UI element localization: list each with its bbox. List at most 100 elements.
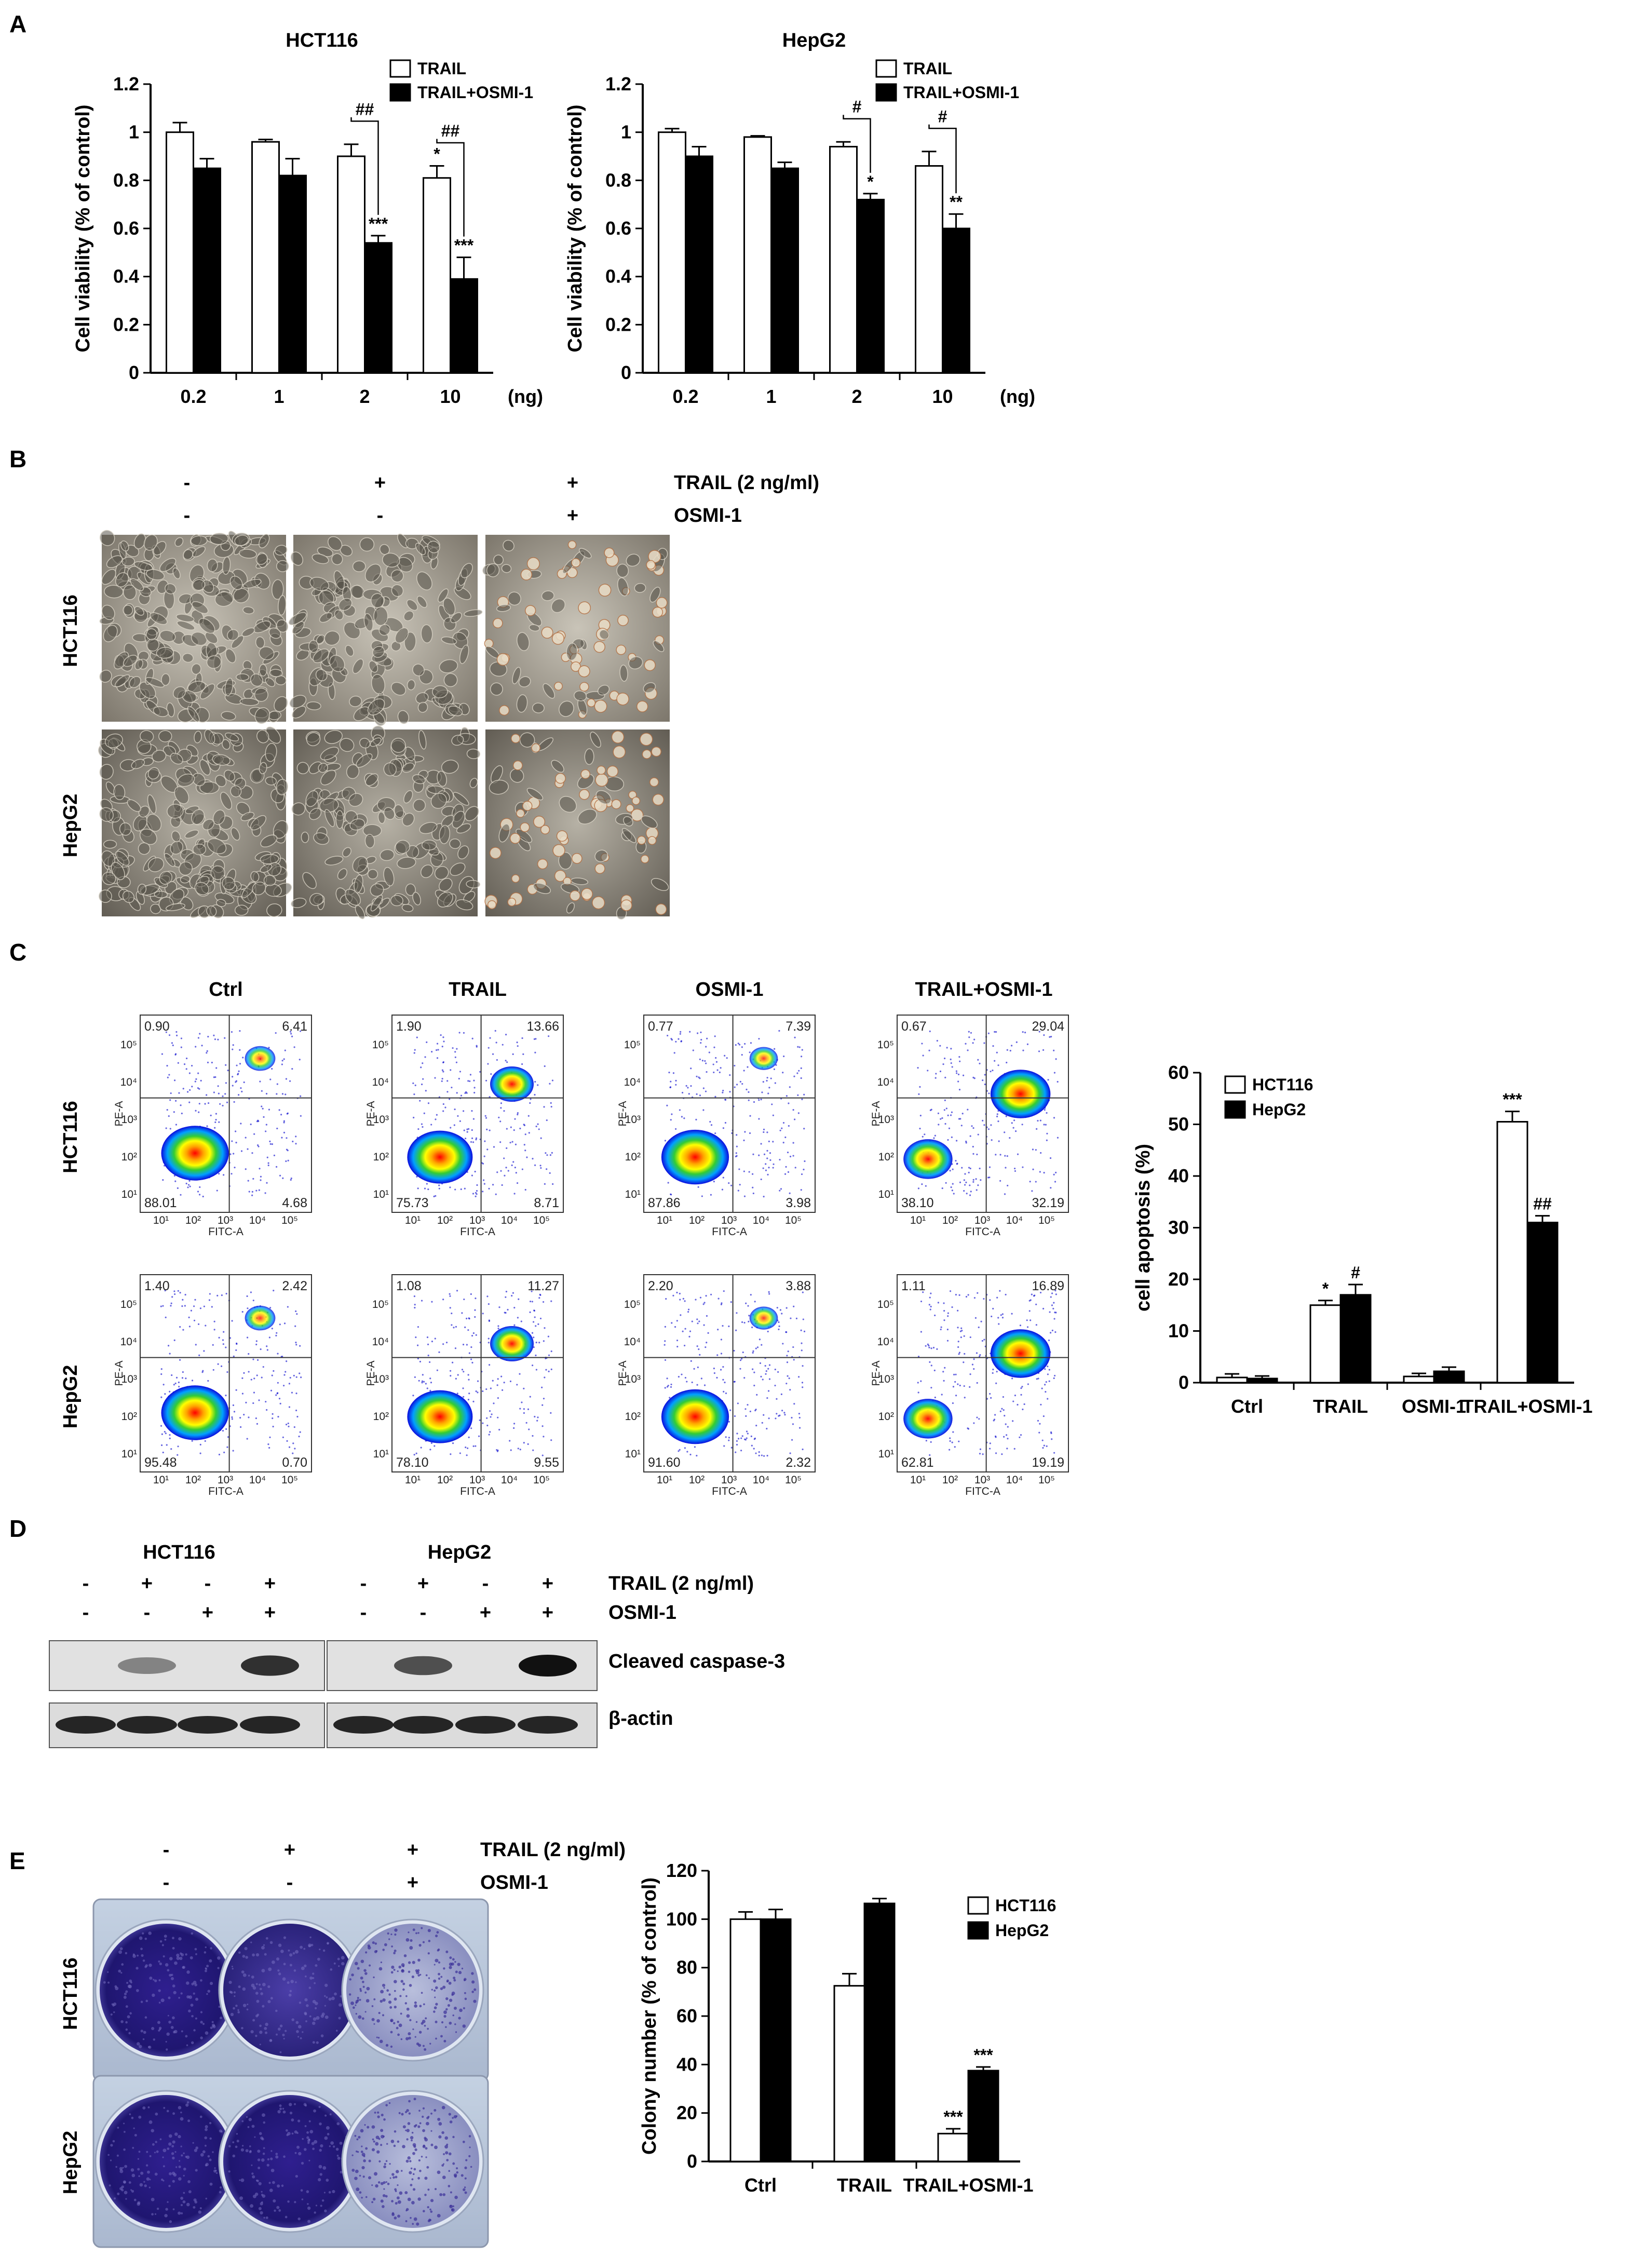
event-dot [955,1070,958,1072]
event-dot [286,1137,288,1139]
x-tick-label: 1 [274,386,284,407]
colony-dot [424,2024,426,2027]
colony-dot [391,2173,395,2176]
colony-dot [376,2036,378,2038]
event-dot [1011,1377,1013,1380]
event-dot [463,1298,465,1301]
colony-dot [371,2125,375,2129]
actin-band [240,1716,300,1734]
event-dot [1034,1294,1036,1296]
event-dot [526,1156,528,1158]
quadrant-lower-left: 62.81 [901,1455,934,1470]
cell [260,854,279,864]
event-dot [240,1150,243,1152]
event-dot [483,1179,485,1181]
colony-dot [199,2115,202,2118]
blot-label-actin: β-actin [608,1708,673,1729]
event-dot [419,1100,421,1102]
cell [370,737,382,747]
event-dot [434,1445,436,1447]
flow-row-hct116: HCT116 [60,1101,82,1173]
colony-dot [140,2030,143,2033]
event-dot [544,1183,546,1185]
colony-dot [407,2156,411,2160]
cell [165,903,185,911]
event-dot [207,1035,209,1038]
blot-treatment-osmi: OSMI-1 [608,1602,676,1624]
colony-dot [166,2110,169,2113]
legend-swatch [1224,1075,1246,1094]
y-tick-label: 40 [1168,1165,1189,1186]
event-dot [679,1292,681,1295]
colony-dot [447,2004,451,2007]
event-dot [679,1109,681,1111]
event-dot [525,1422,527,1424]
event-dot [513,1324,516,1326]
flow-x-tick: 10³ [469,1214,485,1226]
cell [367,869,378,880]
cell [174,786,189,804]
cell [202,819,214,830]
cell [349,695,362,707]
event-dot [173,1290,175,1292]
cell [99,670,112,683]
quadrant-upper-left: 1.90 [396,1019,422,1034]
colony-dot [439,2193,443,2196]
colony-dot [457,1963,461,1966]
colony-dot [359,1988,362,1991]
cell [252,881,266,896]
event-dot [550,1102,552,1104]
event-dot [550,1439,552,1441]
event-dot [1057,1137,1059,1139]
colony-dot [255,2034,258,2037]
cell [391,584,404,597]
colony-dot [304,2011,307,2015]
colony-dot [400,2012,402,2015]
colony-dot [163,2180,165,2182]
colony-dot [331,1996,335,2001]
colony-dot [166,2048,168,2051]
event-dot [535,1354,537,1357]
colony-dot [333,1962,336,1965]
event-dot [531,1301,533,1303]
cell [649,587,661,603]
colony-dot [391,2213,395,2217]
event-dot [276,1093,278,1095]
event-dot [710,1194,712,1196]
colony-dot [263,2217,265,2219]
event-dot [499,1120,502,1123]
event-dot [296,1313,298,1315]
flow-x-tick: 10⁴ [501,1474,518,1486]
colony-dot [402,2145,405,2148]
cell [592,896,605,910]
event-dot [991,1315,993,1318]
colony-dot [290,1980,294,1983]
cell [594,699,607,713]
cell [390,895,403,907]
event-dot [994,1031,996,1033]
cell [645,827,659,840]
colony-dot [161,1944,164,1947]
event-dot [174,1382,177,1385]
x-tick-label: OSMI-1 [1402,1396,1466,1417]
event-dot [797,1112,800,1114]
colony-dot [252,1986,256,1990]
event-dot [492,1053,494,1055]
event-dot [774,1048,776,1050]
colony-dot [285,2030,287,2032]
colony-dot [451,1993,454,1996]
event-dot [543,1398,545,1400]
flow-x-label: FITC-A [965,1226,1000,1238]
event-dot [450,1375,452,1377]
cell [403,790,413,804]
colony-dot [158,2002,161,2004]
colony-dot [473,1988,477,1991]
event-dot [258,1399,260,1401]
colony-dot [456,2167,458,2170]
flow-x-tick: 10¹ [657,1474,672,1486]
colony-dot [463,2188,466,2192]
event-dot [973,1358,975,1360]
colony-dot [144,2184,147,2187]
colony-dot [142,2038,145,2040]
colony-dot [394,1997,397,2001]
